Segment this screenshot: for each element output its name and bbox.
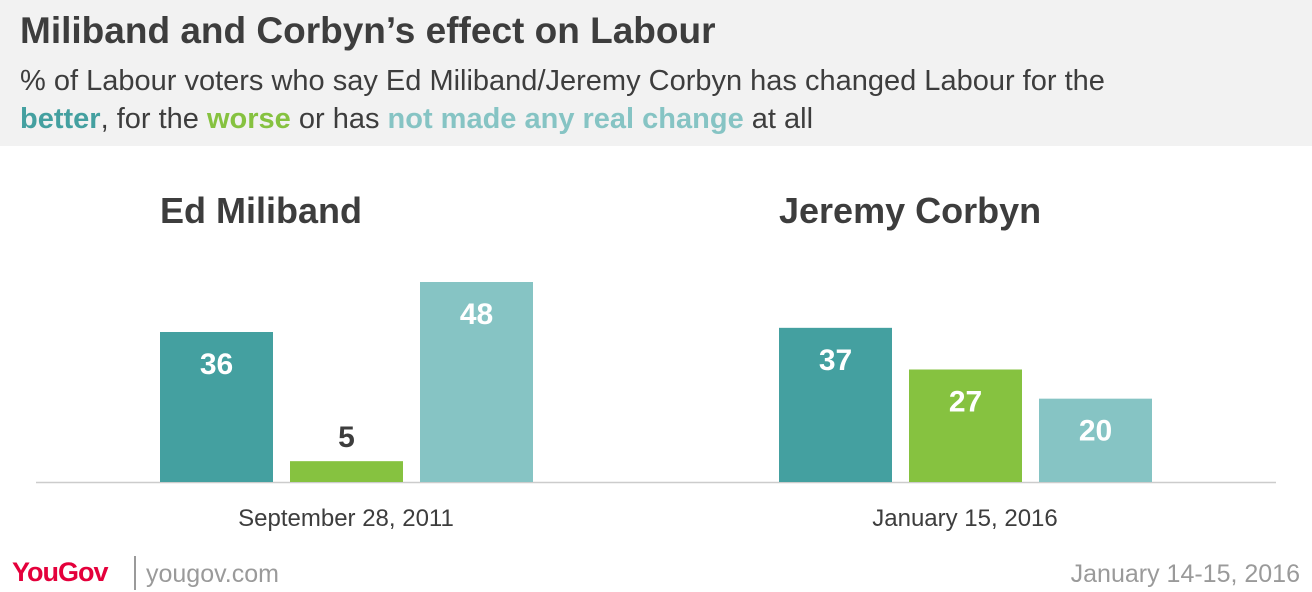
chart-title: Miliband and Corbyn’s effect on Labour [20, 10, 716, 51]
subtitle-text-3: or has [298, 103, 380, 135]
subtitle-text-1: % of Labour voters who say Ed Miliband/J… [20, 65, 1105, 97]
data-label-miliband-no-change: 48 [460, 298, 493, 331]
data-label-corbyn-better: 37 [819, 344, 852, 377]
footer-divider [134, 556, 136, 590]
footer-site: yougov.com [146, 560, 279, 588]
data-label-miliband-worse: 5 [338, 421, 355, 454]
yougov-logo: YouGov [12, 557, 109, 587]
data-label-corbyn-worse: 27 [949, 386, 982, 419]
subtitle-text-2: , for the [100, 103, 199, 135]
bar-miliband-worse [290, 461, 403, 482]
bar-corbyn-no-change [1039, 398, 1152, 482]
header-band: Miliband and Corbyn’s effect on Labour %… [0, 0, 1312, 146]
xlabel-corbyn: January 15, 2016 [872, 505, 1058, 532]
panel-title-corbyn: Jeremy Corbyn [779, 190, 1042, 231]
bar-miliband-no-change [420, 282, 533, 482]
bar-miliband-better [160, 332, 273, 482]
subtitle-text-4: at all [751, 103, 814, 135]
bar-corbyn-better [779, 327, 892, 482]
chart-subtitle: % of Labour voters who say Ed Miliband/J… [20, 62, 1280, 138]
bar-corbyn-worse [909, 369, 1022, 482]
data-label-corbyn-no-change: 20 [1079, 415, 1112, 448]
xlabel-miliband: September 28, 2011 [238, 505, 454, 532]
key-better: better [20, 103, 101, 135]
data-label-miliband-better: 36 [200, 348, 233, 381]
key-worse: worse [206, 103, 291, 135]
footer-fieldwork-date: January 14-15, 2016 [1070, 560, 1300, 588]
panel-title-miliband: Ed Miliband [160, 190, 362, 231]
key-no-change: not made any real change [387, 103, 744, 135]
